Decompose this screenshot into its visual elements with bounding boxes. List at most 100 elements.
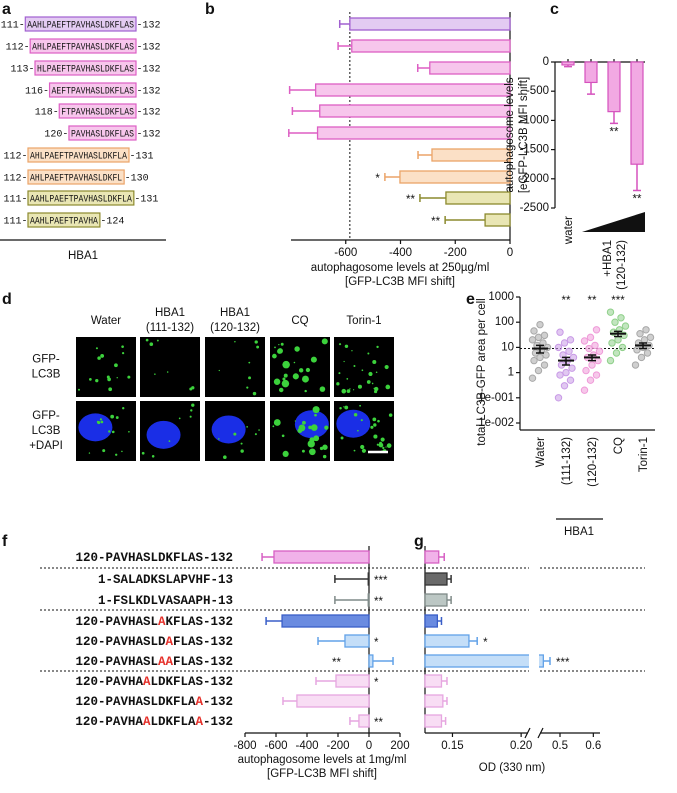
sequence-box: [27, 212, 101, 228]
y-tick-label: -2000: [520, 173, 549, 185]
row-label-part: A: [158, 615, 166, 629]
lc3b-puncta: [351, 350, 353, 352]
error-bar: [416, 64, 430, 72]
lc3b-puncta: [370, 425, 374, 429]
data-point: [528, 374, 537, 382]
row-label-part: 1-SALADKSLAPVHF-13: [98, 573, 233, 587]
lc3b-puncta: [122, 407, 125, 410]
x-axis-label: OD (330 nm): [479, 762, 546, 774]
row-label-part: A: [195, 715, 203, 729]
data-point: [643, 349, 652, 357]
lc3b-puncta: [283, 373, 288, 378]
lc3b-puncta: [319, 446, 324, 451]
lc3b-puncta: [294, 346, 300, 352]
sequence-end: -131: [134, 195, 158, 206]
lc3b-puncta: [127, 375, 131, 379]
bar: [367, 572, 370, 586]
lc3b-puncta: [346, 377, 349, 380]
data-point: [640, 336, 649, 344]
bar: [630, 61, 644, 165]
significance: *: [483, 637, 488, 649]
error-bar: [338, 20, 350, 28]
lc3b-puncta: [293, 361, 296, 364]
lc3b-puncta: [280, 342, 284, 346]
data-point: [637, 353, 646, 362]
lc3b-puncta: [149, 342, 154, 347]
lc3b-puncta: [386, 443, 392, 448]
lc3b-puncta: [353, 449, 356, 452]
bar: [281, 614, 370, 628]
row-label: 1-SALADKSLAPVHF-13: [98, 573, 233, 587]
error-bar: [417, 151, 432, 159]
lc3b-puncta: [115, 453, 118, 456]
error-bar: [419, 194, 446, 202]
column-label: Water: [91, 315, 121, 327]
group-label: +HBA1: [602, 240, 614, 277]
lc3b-puncta: [376, 443, 379, 446]
column-label: (120-132): [210, 322, 260, 334]
lc3b-puncta: [100, 354, 105, 358]
error-bar: [444, 216, 486, 224]
y-axis-label: total LC3B-GFP area per cell: [476, 298, 488, 445]
group-label: (120-132): [616, 240, 628, 290]
sequence: AAHLPAEFTPAVHA: [30, 217, 98, 228]
bar: [429, 61, 511, 75]
row-label: GFP-: [32, 410, 60, 422]
lc3b-puncta: [305, 367, 311, 373]
lc3b-puncta: [374, 386, 379, 392]
sequence-end: -132: [137, 130, 161, 141]
data-point: [646, 333, 655, 342]
lc3b-puncta: [360, 444, 365, 450]
sequence-start: 118-: [35, 108, 59, 119]
data-point: [554, 343, 563, 352]
row-label: LC3B: [32, 369, 61, 381]
nucleus: [336, 409, 371, 438]
data-point: [562, 368, 570, 377]
row-label-part: A: [143, 715, 151, 729]
sequence: PAVHASLDKFLAS: [71, 130, 134, 141]
x-tick-label: 0: [366, 740, 372, 752]
error-bar: [282, 697, 297, 705]
significance: **: [588, 295, 597, 307]
lc3b-puncta: [282, 377, 286, 381]
data-point: [585, 344, 593, 353]
row-label: +DAPI: [29, 440, 63, 452]
x-tick-label: 0.15: [441, 740, 463, 752]
error-bar: [468, 637, 478, 645]
lc3b-puncta: [116, 377, 118, 379]
data-point: [595, 347, 604, 356]
lc3b-puncta: [114, 363, 118, 368]
x-axis-label: autophagosome levels at 1mg/ml: [238, 754, 407, 766]
lc3b-puncta: [378, 442, 384, 448]
y-axis-label: [eGFP-LC3B MFI shift]: [518, 77, 530, 193]
lc3b-puncta: [357, 384, 362, 389]
significance: *: [374, 637, 379, 649]
data-point: [528, 336, 537, 344]
row-label-part: KFLAS-132: [165, 615, 233, 629]
significance: **: [406, 194, 415, 206]
lc3b-puncta: [371, 382, 374, 385]
x-tick-label: (120-132): [587, 437, 599, 487]
lc3b-puncta: [308, 450, 311, 453]
row-label: 120-PAVHASLAKFLAS-132: [75, 615, 233, 629]
lc3b-puncta: [218, 438, 220, 440]
lc3b-puncta: [367, 352, 370, 355]
error-bar: [291, 107, 320, 115]
lc3b-puncta: [121, 345, 124, 348]
lc3b-puncta: [343, 406, 345, 408]
lc3b-puncta: [338, 372, 341, 375]
error-bar: [587, 82, 595, 95]
lc3b-puncta: [252, 391, 257, 396]
bar: [561, 61, 575, 66]
data-point: [588, 361, 596, 369]
data-point: [568, 364, 576, 372]
lc3b-puncta: [248, 376, 252, 380]
significance: **: [332, 657, 341, 669]
y-tick-label: 1: [508, 367, 514, 379]
lc3b-puncta: [301, 420, 306, 425]
lc3b-puncta: [380, 437, 385, 442]
y-tick-label: -500: [526, 85, 549, 97]
y-tick-label: 1e-002: [478, 417, 514, 429]
row-label-part: 120-PAVHASLDKFLAS-132: [75, 551, 233, 565]
